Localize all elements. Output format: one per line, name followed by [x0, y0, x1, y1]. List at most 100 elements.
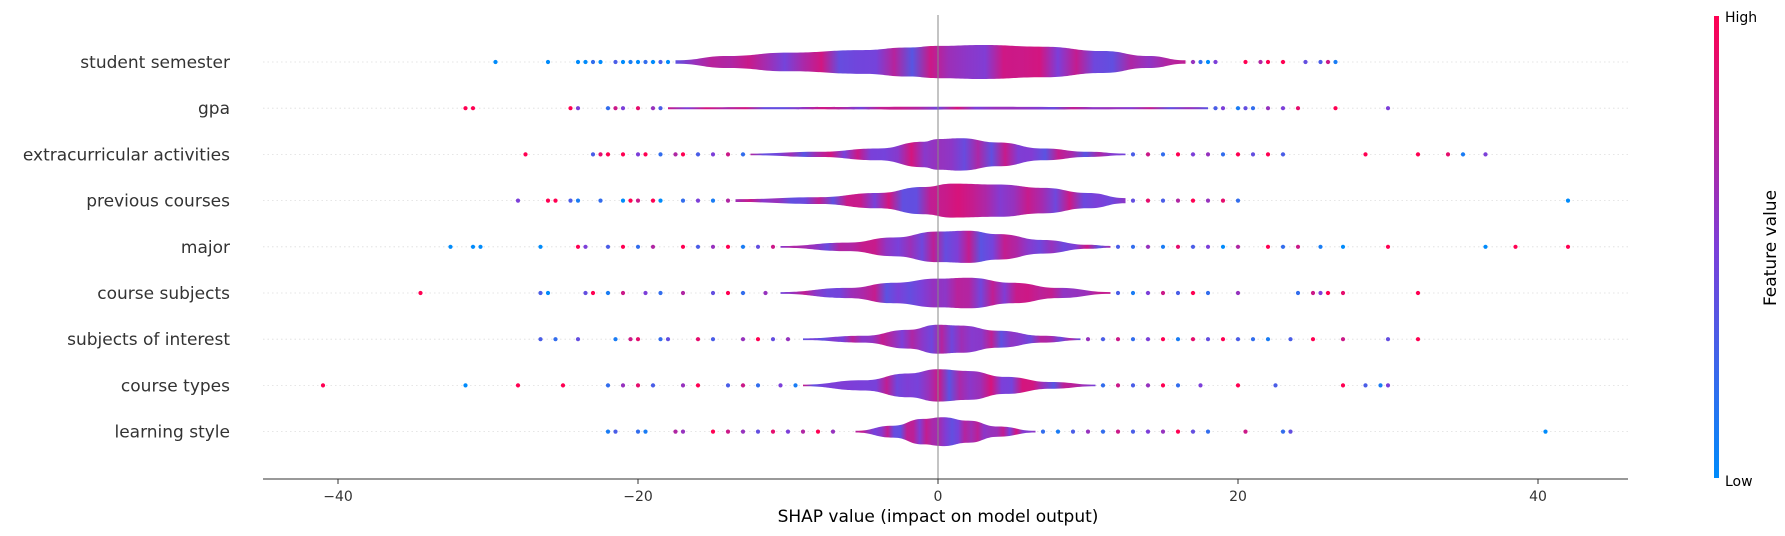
shap-point: [1220, 106, 1226, 111]
shap-point: [1145, 152, 1151, 157]
feature-label: previous courses: [86, 192, 230, 212]
shap-point: [1363, 152, 1368, 157]
shap-point: [620, 152, 626, 157]
shap-point: [680, 244, 686, 249]
shap-point: [605, 290, 611, 296]
shap-point: [538, 244, 543, 249]
shap-point: [635, 337, 641, 342]
shap-point: [650, 106, 656, 111]
shap-point: [635, 429, 641, 434]
shap-point: [560, 383, 566, 388]
shap-point: [710, 152, 716, 157]
shap-point: [1085, 429, 1091, 434]
shap-point: [575, 244, 581, 249]
shap-point: [1543, 429, 1548, 434]
shap-point: [1280, 244, 1286, 249]
shap-point: [1445, 152, 1451, 157]
colorbar-low-label: Low: [1725, 474, 1753, 490]
shap-point: [620, 290, 626, 296]
x-tick-label: 40: [1529, 489, 1547, 505]
shap-point: [590, 59, 596, 65]
shap-point: [1280, 152, 1286, 157]
shap-point: [538, 337, 543, 342]
shap-point: [1295, 244, 1301, 249]
shap-point: [635, 152, 641, 157]
shap-point: [1235, 383, 1241, 388]
shap-point: [1115, 290, 1121, 296]
shap-point: [725, 383, 731, 388]
shap-point: [1565, 244, 1571, 249]
shap-point: [545, 59, 551, 65]
shap-point: [1363, 383, 1368, 388]
shap-point: [1340, 383, 1346, 388]
shap-point: [545, 290, 551, 296]
shap-point: [1160, 244, 1166, 249]
shap-point: [710, 429, 716, 434]
colorbar-gradient: [1714, 16, 1719, 478]
shap-point: [1243, 106, 1248, 111]
shap-point: [1160, 198, 1166, 203]
shap-point: [1190, 244, 1196, 249]
shap-point: [598, 59, 603, 65]
shap-point: [770, 244, 776, 249]
shap-point: [523, 152, 528, 157]
shap-point: [470, 106, 476, 111]
shap-point: [1385, 383, 1391, 388]
shap-point: [598, 152, 603, 157]
shap-point: [1160, 337, 1166, 342]
shap-point: [778, 383, 783, 388]
shap-point: [1160, 429, 1166, 434]
shap-point: [1318, 244, 1323, 249]
shap-point: [545, 198, 551, 203]
x-tick-label: 20: [1229, 489, 1247, 505]
shap-point: [1190, 337, 1196, 342]
shap-point: [740, 429, 746, 434]
violin-course-types: [803, 369, 1096, 402]
shap-point: [830, 429, 836, 434]
shap-point: [620, 383, 626, 388]
colorbar-high-label: High: [1725, 10, 1757, 26]
feature-label: learning style: [114, 423, 230, 443]
shap-point: [1175, 198, 1181, 203]
shap-point: [725, 244, 731, 249]
shap-point: [1235, 244, 1241, 249]
shap-point: [1243, 429, 1248, 434]
shap-point: [643, 152, 648, 157]
shap-point: [635, 244, 641, 249]
shap-point: [605, 429, 611, 434]
shap-point: [650, 244, 656, 249]
shap-point: [478, 244, 483, 249]
shap-point: [1205, 290, 1211, 296]
x-axis: −40 −20 0 20 40: [263, 478, 1628, 505]
shap-point: [628, 337, 633, 342]
shap-point: [1040, 429, 1046, 434]
shap-point: [590, 290, 596, 296]
shap-point: [1340, 337, 1346, 342]
shap-point: [1198, 59, 1203, 65]
shap-point: [1258, 59, 1263, 65]
shap-point: [1235, 106, 1241, 111]
shap-point: [658, 198, 663, 203]
shap-point: [740, 152, 746, 157]
shap-point: [1385, 337, 1391, 342]
shap-point: [725, 152, 731, 157]
shap-point: [1295, 106, 1301, 111]
shap-point: [650, 198, 656, 203]
shap-point: [1175, 337, 1181, 342]
shap-point: [1273, 383, 1278, 388]
shap-point: [650, 59, 656, 65]
shap-point: [1130, 290, 1136, 296]
shap-point: [673, 429, 678, 434]
shap-point: [725, 198, 731, 203]
shap-point: [1265, 337, 1271, 342]
feature-label: major: [181, 238, 230, 258]
shap-point: [1205, 198, 1211, 203]
shap-point: [740, 290, 746, 296]
shap-point: [1235, 337, 1241, 342]
shap-point: [613, 106, 618, 111]
shap-point: [575, 198, 581, 203]
shap-point: [493, 59, 498, 65]
shap-point: [1145, 244, 1151, 249]
shap-point: [1288, 337, 1293, 342]
shap-point: [583, 59, 588, 65]
